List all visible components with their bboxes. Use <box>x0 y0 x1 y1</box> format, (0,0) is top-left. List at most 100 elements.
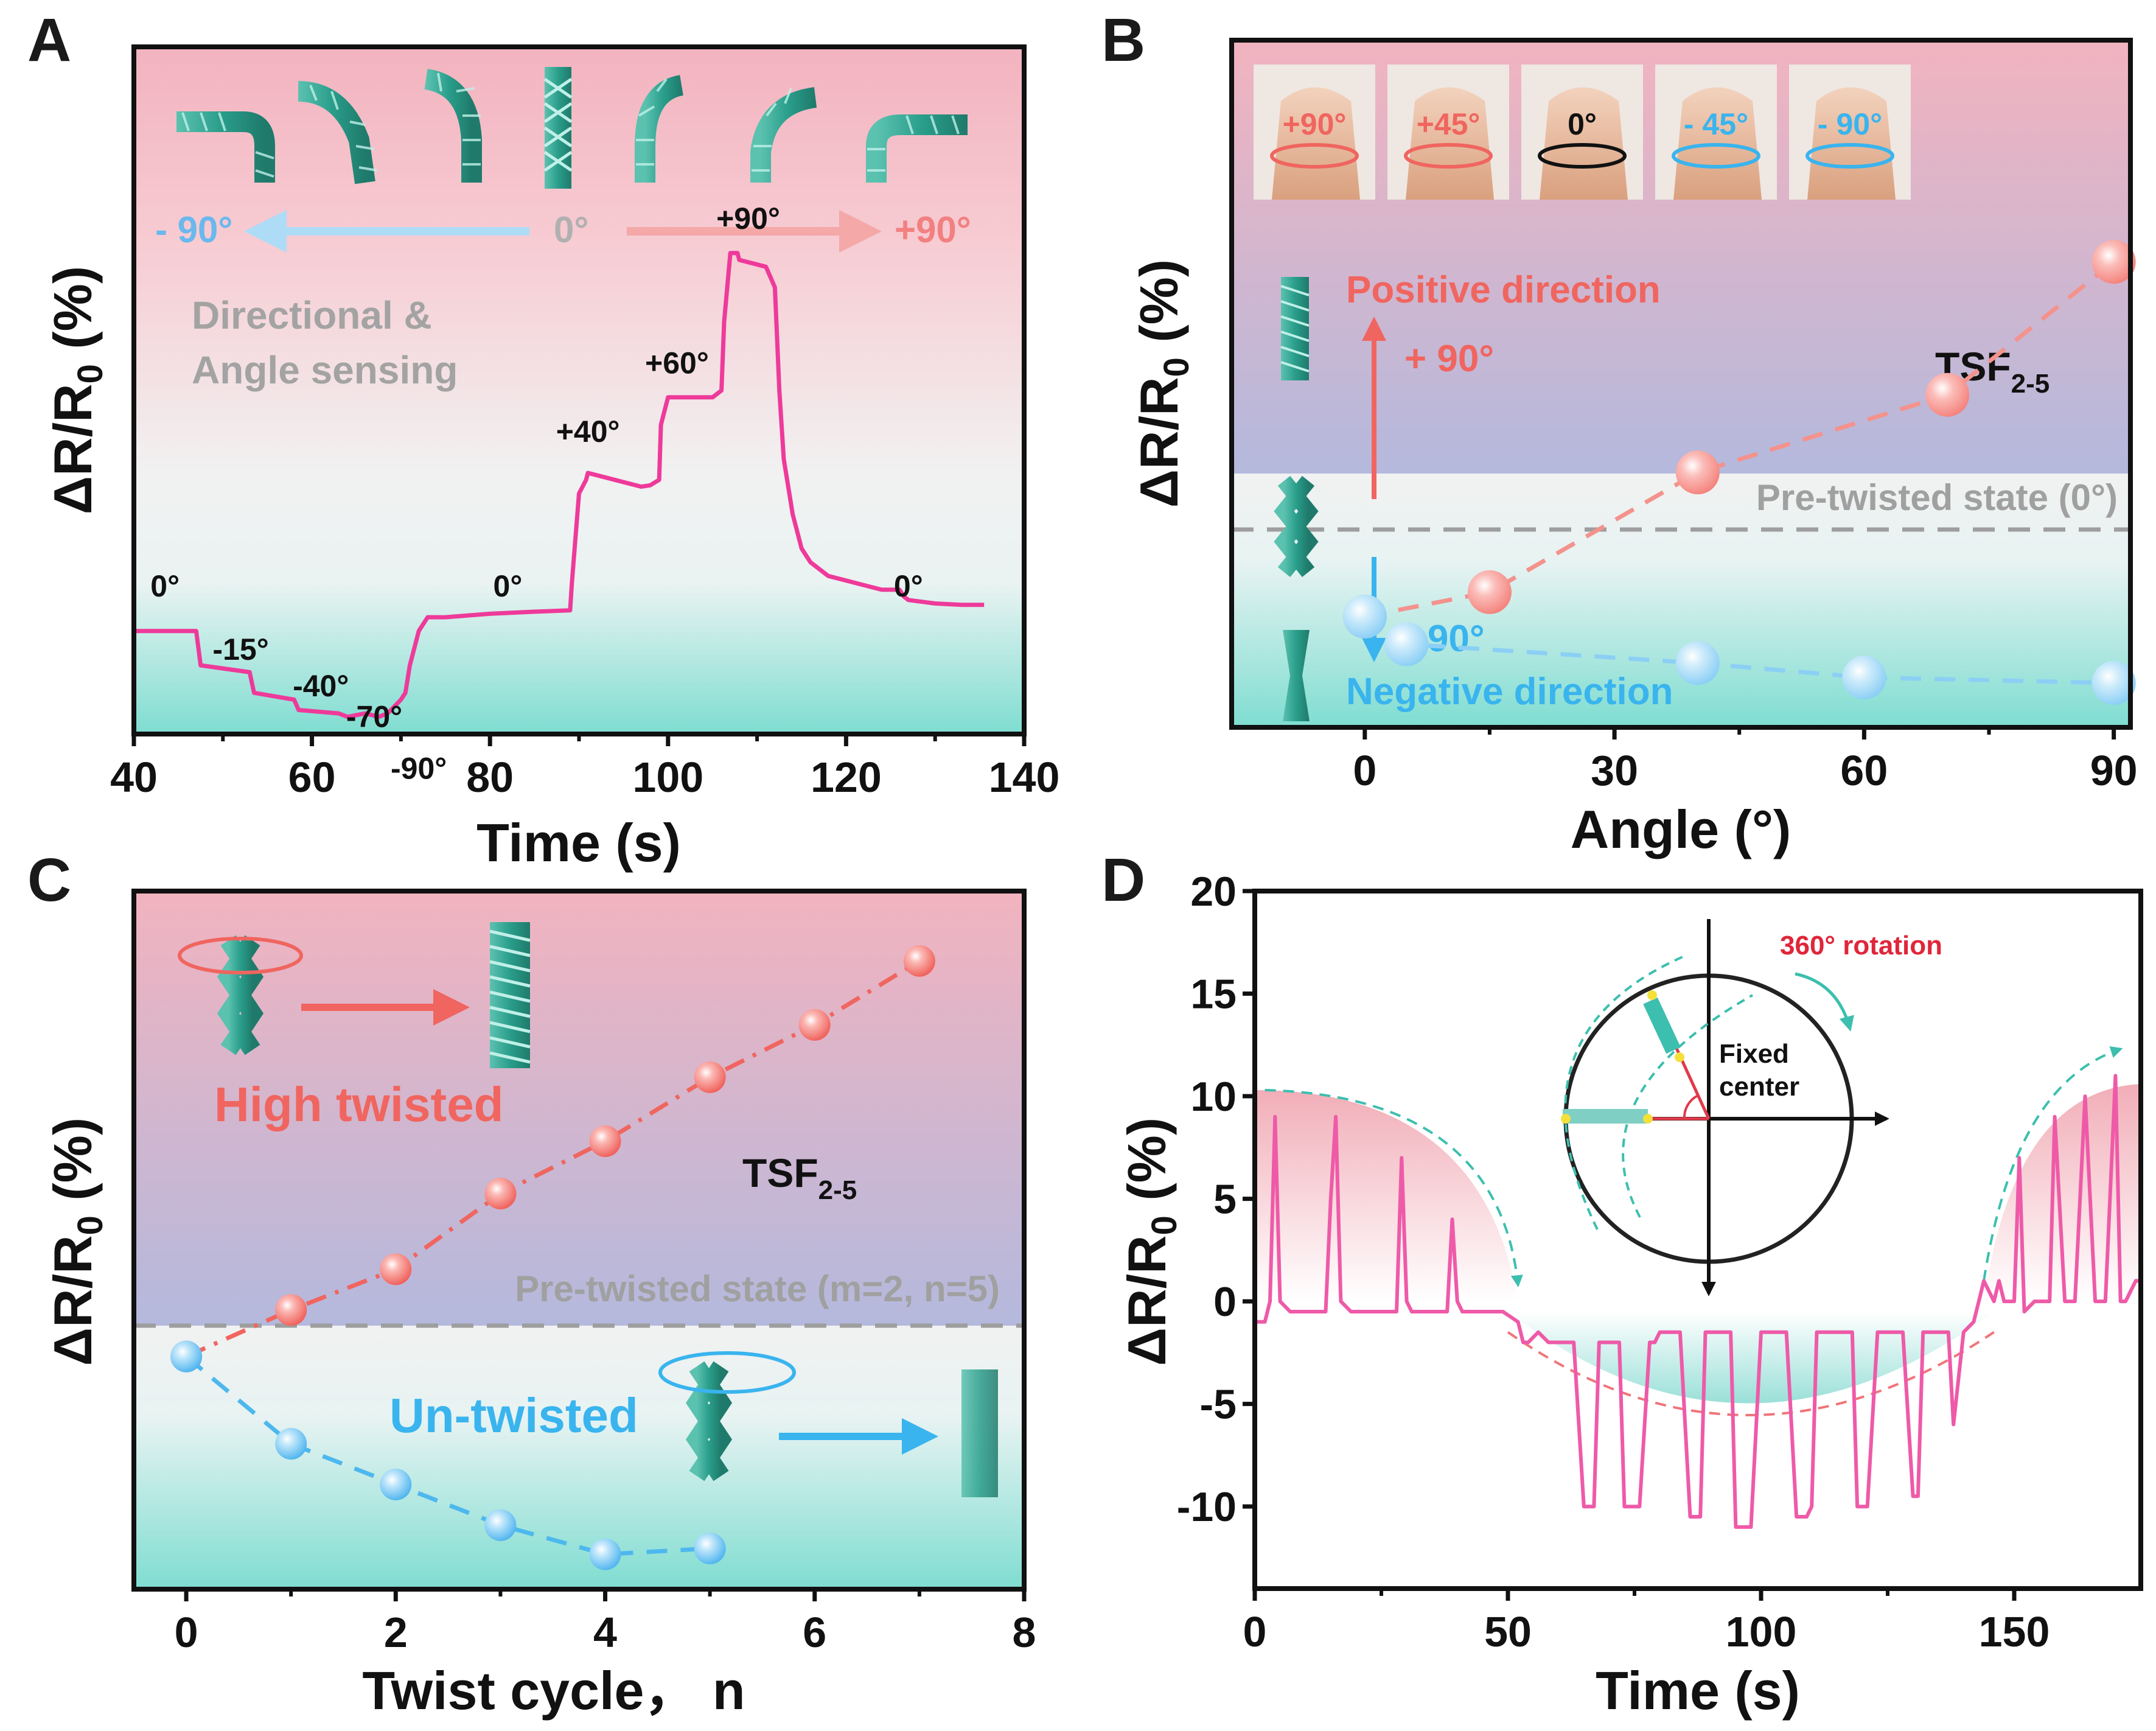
fiber-icons <box>1274 277 1319 721</box>
panel-a: 40 60 80 100 120 140 <box>43 44 1059 873</box>
data-point-0-4 <box>589 1125 621 1158</box>
schematic-zero-label: 0° <box>554 209 588 250</box>
data-point-1-3 <box>1842 656 1886 700</box>
angle-annotation-4: -90° <box>391 751 447 785</box>
legend-text-line-1: Directional & <box>192 293 432 337</box>
rotation-arc-inner <box>1622 994 1753 1218</box>
panel-a-fiber-schematic: - 90° 0° +90° <box>155 67 971 253</box>
series-line-0 <box>1364 260 2115 619</box>
wrist-rotation-arrow-3 <box>1672 143 1760 169</box>
y-tick-label-0: -10 <box>1177 1484 1237 1530</box>
panel-a-frame <box>131 44 1027 736</box>
data-point-1-4 <box>2091 661 2136 705</box>
data-point-0-2 <box>1675 450 1720 495</box>
panel-c-fiber-icons <box>178 922 998 1497</box>
angle-annotation-6: +40° <box>556 414 620 449</box>
envelope-right <box>1983 1046 2123 1281</box>
panel-a-ylabel: ΔR/R0 (%) <box>43 266 110 514</box>
data-point-0-3 <box>1925 372 1970 417</box>
series-line-0 <box>185 959 921 1359</box>
data-point-0-1 <box>275 1294 307 1326</box>
x-tick-label-2: 4 <box>593 1609 617 1656</box>
data-point-0-5 <box>694 1061 726 1093</box>
data-point-1-0 <box>170 1340 203 1373</box>
x-tick-label-1: 30 <box>1591 747 1638 794</box>
y-tick-label-5: 15 <box>1190 971 1237 1018</box>
panel-c-ylabel: ΔR/R0 (%) <box>43 1117 110 1366</box>
angle-annotation-0: 0° <box>150 569 180 603</box>
negative-region <box>1508 1311 1994 1404</box>
wrist-angle-label-2: 0° <box>1568 107 1597 141</box>
panel-b-x-ticks: 0 30 60 90 <box>1353 727 2138 794</box>
panel-b-bottom-background <box>1232 474 2130 727</box>
y-tick-label-1: -5 <box>1200 1382 1237 1428</box>
panel-a-angle-annotations: 0° -15° -40°-70° -90° 0° +40° +60° +90° 0° <box>150 201 923 785</box>
angle-annotation-3: -70° <box>346 700 402 734</box>
panel-c-top-background <box>134 891 1024 1326</box>
x-tick-label-4: 120 <box>811 754 882 801</box>
wrist-rotation-arrow-1 <box>1404 143 1493 169</box>
x-tick-label-0: 0 <box>175 1609 198 1656</box>
panel-label-d: D <box>1101 846 1145 914</box>
x-tick-label-1: 50 <box>1484 1608 1532 1656</box>
fiber-on-base <box>1563 1109 1648 1124</box>
tight-fiber-icon <box>1281 277 1309 380</box>
un-twisted-label: Un-twisted <box>389 1388 638 1442</box>
y-tick-label-4: 10 <box>1190 1074 1237 1120</box>
panel-b-markers <box>1342 240 2136 705</box>
fixed-center-label-1: Fixed <box>1719 1039 1789 1069</box>
panel-c-xlabel: Twist cycle， n <box>362 1660 745 1721</box>
wrist-photos: +90° +45° 0° - 45° - 90° <box>1254 65 1911 200</box>
angle-annotation-8: +90° <box>716 201 780 236</box>
x-tick-label-2: 80 <box>466 754 514 801</box>
data-point-1-2 <box>1675 641 1720 685</box>
panel-d-xlabel: Time (s) <box>1596 1660 1800 1721</box>
joint-dot-2 <box>1675 1052 1684 1062</box>
x-tick-label-3: 90 <box>2090 747 2138 794</box>
wrist-rotation-arrow-4 <box>1805 143 1894 169</box>
wrist-angle-label-4: - 90° <box>1818 107 1882 141</box>
twisted-fiber-icon <box>1274 475 1319 578</box>
panel-c-dashed-lines <box>184 959 921 1557</box>
data-point-1-4 <box>589 1538 621 1570</box>
panel-label-c: C <box>27 846 71 914</box>
panel-c: Pre-twisted state (m=2, n=5) High twiste… <box>43 889 1036 1721</box>
panel-a-xlabel: Time (s) <box>476 813 681 873</box>
x-tick-label-3: 100 <box>632 754 703 801</box>
series-line-1 <box>184 1354 710 1557</box>
panel-a-resistance-line <box>134 251 985 719</box>
data-point-0-1 <box>1467 570 1512 614</box>
panel-label-a: A <box>27 6 71 74</box>
data-point-1-3 <box>484 1509 517 1541</box>
rotate-arrow-ring-red <box>178 937 303 974</box>
envelope-left <box>1265 1088 1523 1288</box>
x-tick-label-0: 0 <box>1243 1608 1267 1656</box>
schematic-pos90-label: +90° <box>895 209 971 250</box>
data-point-1-2 <box>380 1468 412 1500</box>
panel-c-bottom-background <box>134 1326 1024 1589</box>
fiber-straight <box>543 67 573 189</box>
panel-b-frame <box>1229 38 2133 730</box>
data-point-1-1 <box>1384 622 1429 666</box>
fiber-on-radius <box>1643 997 1681 1054</box>
panel-a-x-ticks: 40 60 80 100 120 140 <box>110 734 1059 801</box>
y-tick-label-3: 5 <box>1213 1177 1237 1223</box>
untwisted-fiber-icon <box>1283 630 1310 721</box>
schematic-neg90-label: - 90° <box>155 209 232 250</box>
wrist-angle-label-3: - 45° <box>1684 107 1748 141</box>
panel-d-resistance-line <box>1255 1074 2141 1529</box>
fiber-twist-texture <box>181 72 960 178</box>
pretwisted-label-c: Pre-twisted state (m=2, n=5) <box>515 1268 1000 1309</box>
x-tick-label-5: 140 <box>989 754 1060 801</box>
rotate-arrow-ring-blue <box>658 1351 796 1394</box>
wrist-rotation-arrow-2 <box>1538 143 1627 169</box>
panel-b: +90° +45° 0° - 45° - 90° Pre-twisted state (… <box>1129 38 2138 859</box>
plus90-label: + 90° <box>1404 338 1494 380</box>
angle-annotation-2: -40° <box>293 669 349 703</box>
panel-b-ylabel: ΔR/R0 (%) <box>1129 259 1196 508</box>
x-tick-label-3: 150 <box>1979 1608 2050 1656</box>
angle-annotation-5: 0° <box>494 569 523 603</box>
rotation-angle-arc <box>1683 1094 1698 1119</box>
data-point-1-5 <box>694 1533 726 1565</box>
